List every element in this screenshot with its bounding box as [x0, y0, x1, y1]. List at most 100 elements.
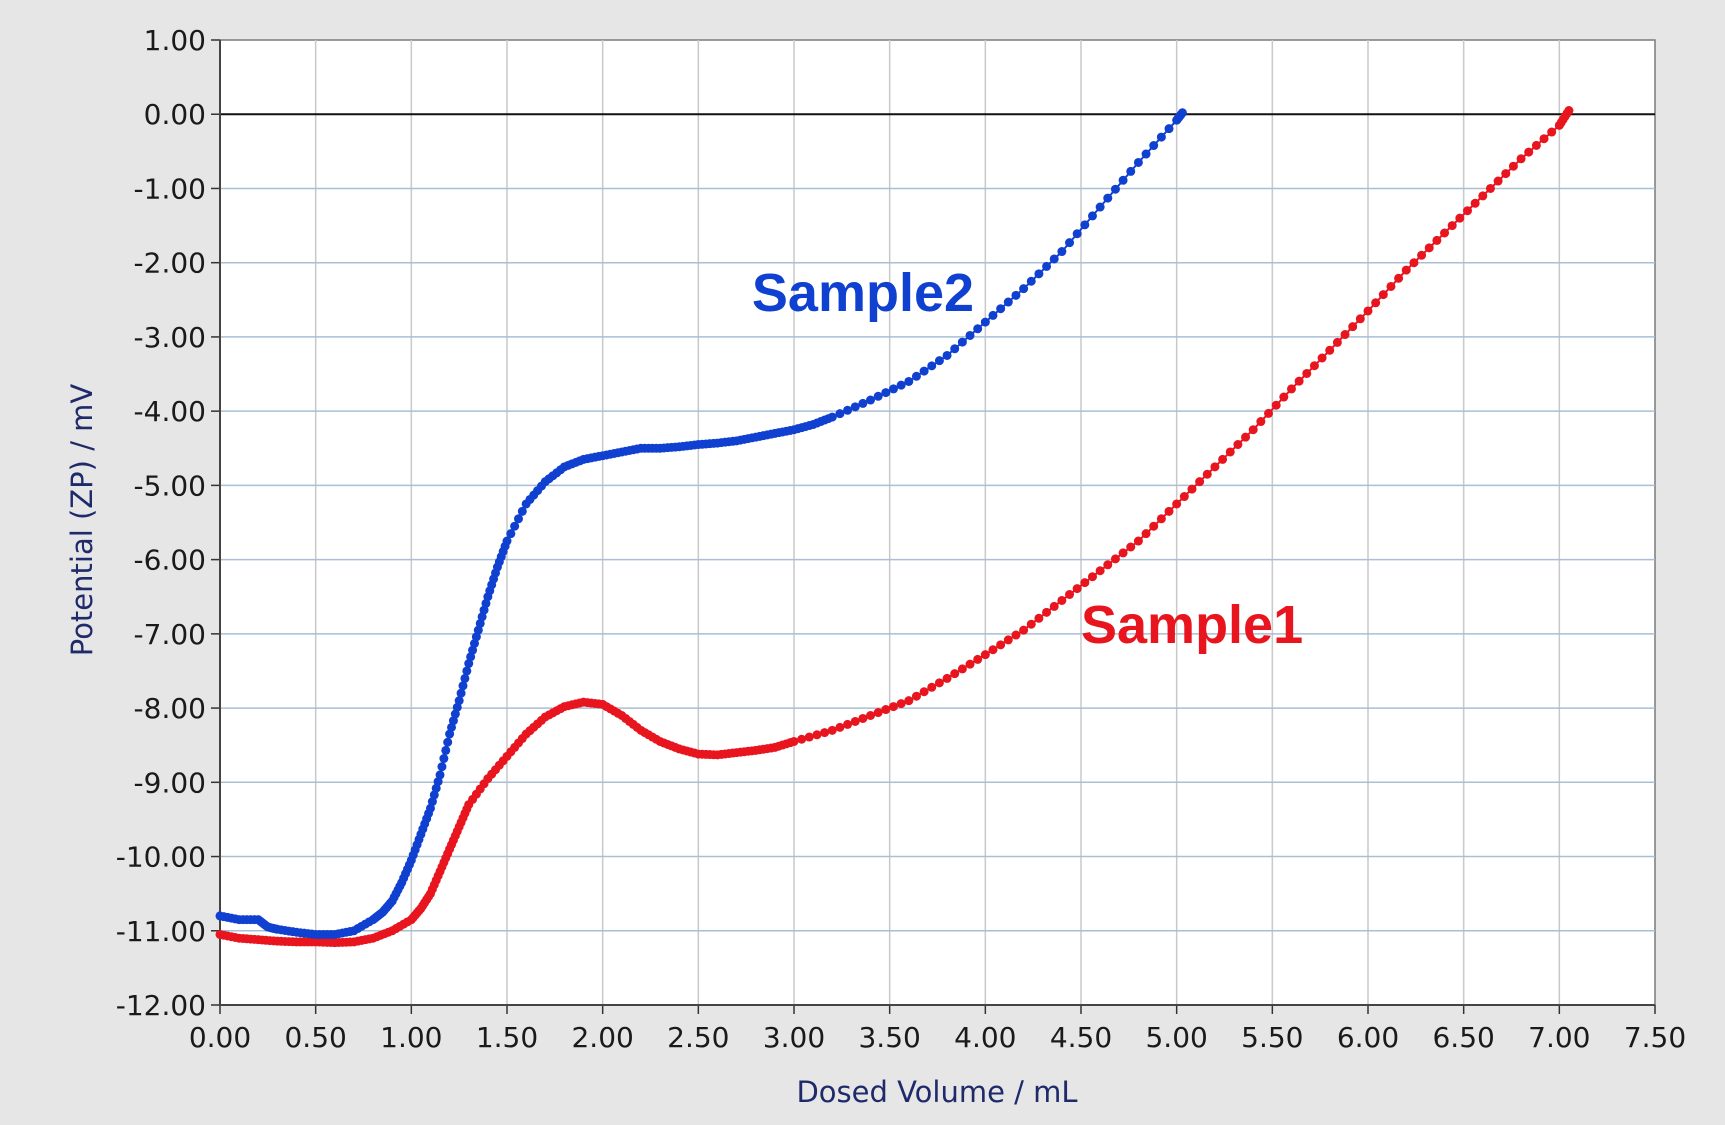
- data-point: [812, 730, 822, 740]
- data-point: [1233, 440, 1243, 450]
- data-point: [1080, 578, 1090, 588]
- data-point: [513, 514, 523, 524]
- data-point: [1141, 149, 1151, 159]
- data-point: [458, 681, 468, 691]
- data-point: [1355, 314, 1365, 324]
- data-point: [888, 384, 898, 394]
- data-point: [973, 654, 983, 664]
- y-axis-title: Potential (ZP) / mV: [65, 384, 99, 657]
- data-point: [919, 366, 929, 376]
- data-point: [517, 506, 527, 516]
- series-sample2: [215, 108, 1187, 939]
- data-point: [437, 762, 447, 772]
- data-point: [1118, 548, 1128, 558]
- data-point: [988, 310, 998, 320]
- data-point: [827, 725, 837, 735]
- data-point: [934, 678, 944, 688]
- data-point: [858, 713, 868, 723]
- data-point: [1409, 258, 1419, 268]
- y-tick-label: -8.00: [134, 692, 206, 725]
- data-point: [1286, 384, 1296, 394]
- plot-area: [219, 39, 1656, 1006]
- data-point: [1271, 400, 1281, 410]
- data-point: [843, 719, 853, 729]
- series-label-sample1: Sample1: [1081, 595, 1303, 655]
- data-point: [881, 705, 891, 715]
- data-point: [1149, 521, 1159, 531]
- x-tick-label: 2.50: [667, 1021, 729, 1054]
- data-point: [1057, 595, 1067, 605]
- x-tick-label: 1.00: [380, 1021, 442, 1054]
- data-point: [1156, 514, 1166, 524]
- data-point: [1072, 584, 1082, 594]
- data-point: [1447, 221, 1457, 231]
- data-point: [1524, 147, 1534, 157]
- data-point: [950, 344, 960, 354]
- data-point: [1011, 290, 1021, 300]
- x-axis-title: Dosed Volume / mL: [796, 1075, 1077, 1109]
- data-point: [1087, 572, 1097, 582]
- data-point: [820, 728, 830, 738]
- y-tick-label: 1.00: [144, 24, 206, 57]
- data-point: [950, 669, 960, 679]
- y-tick-label: -2.00: [134, 247, 206, 280]
- data-point: [443, 737, 453, 747]
- data-point: [1164, 124, 1174, 134]
- data-point: [1264, 408, 1274, 418]
- data-point: [1317, 353, 1327, 363]
- data-point: [1508, 161, 1518, 171]
- data-point: [1470, 198, 1480, 208]
- data-point: [1103, 560, 1113, 570]
- data-point: [1072, 229, 1082, 239]
- data-point: [996, 304, 1006, 314]
- data-point: [1424, 243, 1434, 253]
- data-point: [1455, 213, 1465, 223]
- data-point: [1547, 127, 1557, 137]
- data-point: [896, 699, 906, 709]
- data-point: [1042, 607, 1052, 617]
- data-point: [1034, 613, 1044, 623]
- data-point: [934, 356, 944, 366]
- data-point: [1348, 322, 1358, 332]
- data-point: [1531, 140, 1541, 150]
- data-point: [1026, 276, 1036, 286]
- data-point: [1302, 368, 1312, 378]
- data-point: [1019, 284, 1029, 294]
- x-tick-label: 7.00: [1528, 1021, 1590, 1054]
- data-point: [1110, 554, 1120, 564]
- data-point: [1103, 193, 1113, 203]
- data-point: [439, 754, 449, 764]
- data-point: [858, 398, 868, 408]
- x-tick-label: 0.50: [284, 1021, 346, 1054]
- data-point: [1126, 166, 1136, 176]
- data-point: [942, 673, 952, 683]
- data-point: [1087, 211, 1097, 221]
- grid-lines: [220, 40, 1655, 1005]
- data-point: [1026, 619, 1036, 629]
- data-point: [1011, 630, 1021, 640]
- data-point: [965, 659, 975, 669]
- data-point: [1279, 392, 1289, 402]
- y-tick-label: -6.00: [134, 544, 206, 577]
- data-point: [1149, 141, 1159, 151]
- x-tick-label: 4.50: [1050, 1021, 1112, 1054]
- data-point: [1248, 425, 1258, 435]
- data-series: [215, 106, 1574, 948]
- data-point: [506, 529, 516, 539]
- data-point: [1371, 298, 1381, 308]
- data-point: [1256, 417, 1266, 427]
- data-point: [1386, 281, 1396, 291]
- data-point: [965, 330, 975, 340]
- axis-labels: 0.00 0.50 1.00 1.50 2.00 2.50 3.00 3.50 4.00 4.50…: [116, 24, 1686, 1054]
- data-point: [911, 371, 921, 381]
- x-tick-label: 5.50: [1241, 1021, 1303, 1054]
- data-point: [927, 361, 937, 371]
- data-point: [1309, 361, 1319, 371]
- y-tick-label: -5.00: [134, 469, 206, 502]
- data-point: [1363, 306, 1373, 316]
- data-point: [1095, 566, 1105, 576]
- series-label-sample2: Sample2: [752, 263, 974, 323]
- y-tick-label: -10.00: [116, 841, 206, 874]
- data-point: [1042, 261, 1052, 271]
- data-point: [1110, 184, 1120, 194]
